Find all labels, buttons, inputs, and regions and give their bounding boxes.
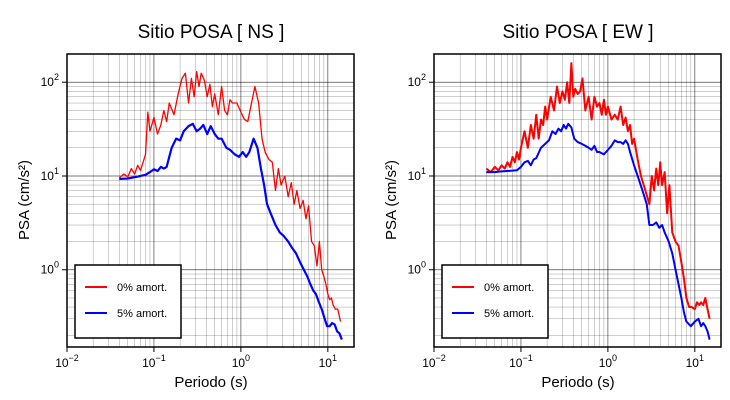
legend-label-5pct: 5% amort. [117, 308, 167, 320]
x-tick-label: 10−2 [55, 353, 79, 370]
series-line-0pct [118, 70, 342, 322]
chart-title: Sitio POSA [ NS ] [138, 22, 285, 43]
y-tick-label: 100 [41, 260, 59, 277]
x-axis-label: Periodo (s) [541, 374, 614, 391]
chart-title: Sitio POSA [ EW ] [503, 22, 654, 43]
series-line-0pct [485, 62, 711, 319]
y-tick-label: 102 [41, 72, 59, 89]
grid [66, 53, 355, 347]
y-tick-label: 101 [41, 166, 59, 183]
tick-labels: 10−2 10−1 100 101 100 101 102 [41, 72, 337, 370]
x-tick-label: 100 [232, 353, 250, 370]
data-lines [118, 70, 343, 340]
x-tick-label: 10−1 [509, 353, 533, 370]
legend-label-0pct: 0% amort. [484, 282, 534, 294]
chart-panel-ns: Sitio POSA [ NS ] Periodo (s) PSA (cm/s²… [16, 22, 355, 391]
legend-box [441, 264, 549, 339]
legend: 0% amort. 5% amort. [441, 264, 549, 339]
plot-frame [433, 53, 722, 348]
x-tick-label: 101 [686, 353, 704, 370]
x-tick-label: 10−2 [422, 353, 446, 370]
x-tick-label: 100 [599, 353, 617, 370]
y-tick-label: 102 [408, 72, 426, 89]
legend-label-0pct: 0% amort. [117, 282, 167, 294]
y-axis-label: PSA (cm/s²) [16, 160, 33, 240]
data-lines [485, 62, 711, 340]
tick-labels: 10−2 10−1 100 101 100 101 102 [408, 72, 704, 370]
x-axis-label: Periodo (s) [174, 374, 247, 391]
chart-panel-ew: Sitio POSA [ EW ] Periodo (s) PSA (cm/s²… [383, 22, 722, 391]
legend: 0% amort. 5% amort. [74, 264, 182, 339]
x-tick-label: 10−1 [142, 353, 166, 370]
y-axis-label: PSA (cm/s²) [383, 160, 400, 240]
y-tick-label: 100 [408, 260, 426, 277]
y-tick-label: 101 [408, 166, 426, 183]
legend-box [74, 264, 182, 339]
plot-frame [66, 53, 355, 348]
legend-label-5pct: 5% amort. [484, 308, 534, 320]
x-tick-label: 101 [319, 353, 337, 370]
series-line-5pct [119, 122, 343, 340]
series-line-5pct [486, 122, 711, 340]
